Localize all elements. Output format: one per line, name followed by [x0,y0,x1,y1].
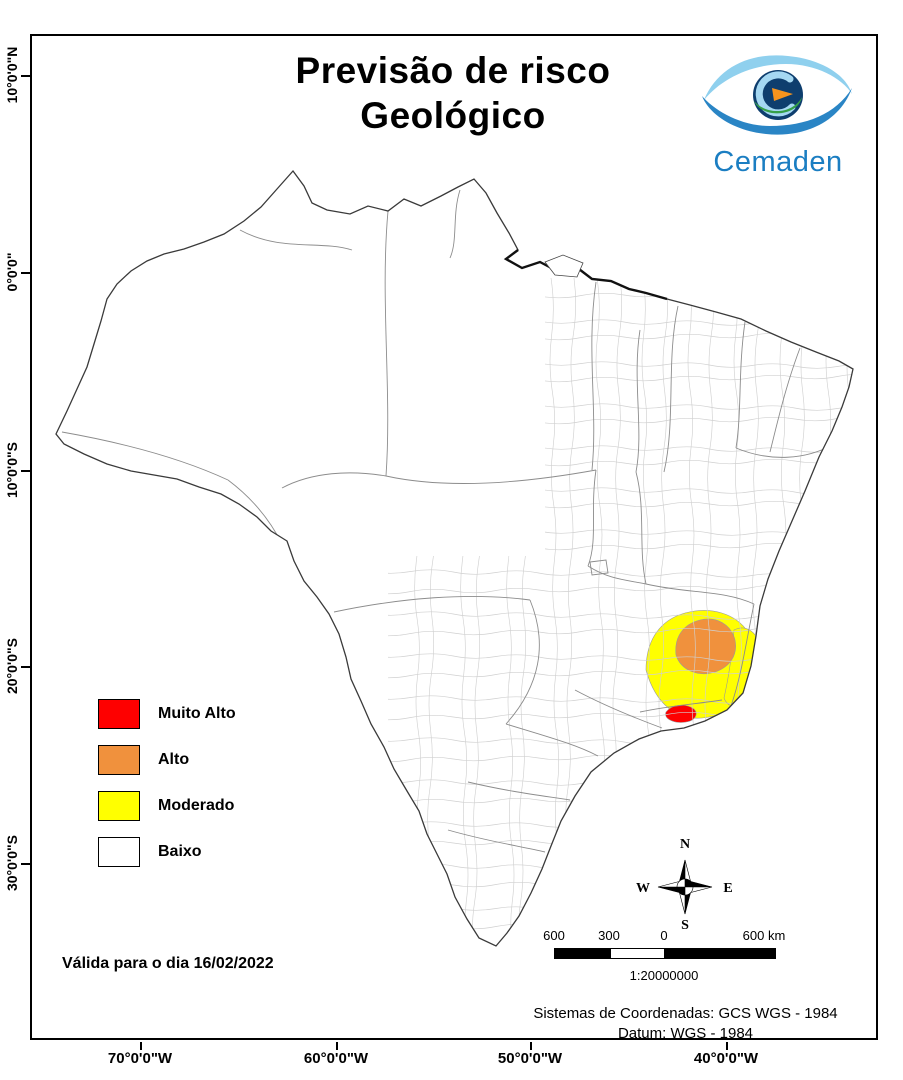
cemaden-eye-icon [702,55,852,135]
compass-s-label: S [681,918,689,930]
coord-system-line: Sistemas de Coordenadas: GCS WGS - 1984 [533,1005,838,1022]
legend-item-baixo: Baixo [98,837,236,867]
lat-tick [21,666,30,668]
lat-tick [21,863,30,865]
compass-e-label: E [723,881,732,896]
legend-item-moderado: Moderado [98,791,236,821]
legend-item-muito-alto: Muito Alto [98,699,236,729]
lon-label-60w: 60°0'0"W [303,1050,369,1067]
scale-bar-graphic [554,948,776,959]
scale-segment [665,949,775,958]
scale-label-300: 300 [598,928,620,943]
cemaden-logo-text: Cemaden [713,146,842,178]
compass-rose-icon: N W E S [636,837,733,930]
scale-label-0: 0 [660,928,668,943]
lat-label-10n: 10°0'0"N [4,46,20,104]
moderado-swatch [98,791,140,821]
legend-label: Muito Alto [158,705,236,722]
lon-tick [336,1042,338,1050]
title-line-1: Previsão de risco [295,50,611,91]
scale-label-600-left: 600 [543,928,565,943]
lon-tick [140,1042,142,1050]
lat-label-20s: 20°0'0"S [4,637,20,695]
lon-label-70w: 70°0'0"W [107,1050,173,1067]
scale-label-600km: 600 km [742,928,786,943]
legend-label: Baixo [158,843,202,860]
compass-star [657,859,713,915]
lat-tick [21,75,30,77]
compass-n-label: N [680,837,690,852]
datum-line: Datum: WGS - 1984 [617,1024,754,1042]
lon-label-40w: 40°0'0"W [693,1050,759,1067]
title-line-2: Geológico [360,95,546,137]
lat-label-30s: 30°0'0"S [4,834,20,892]
risk-legend: Muito Alto Alto Moderado Baixo [98,699,236,883]
scale-ratio-text: 1:20000000 [629,968,699,983]
lat-tick [21,470,30,472]
lat-label-10s: 10°0'0"S [4,441,20,499]
baixo-swatch [98,837,140,867]
map-title: Previsão de risco Geológico [128,48,778,138]
cemaden-wordmark: Cemaden [713,146,842,178]
risk-regions [645,610,761,723]
scale-segment [610,949,665,958]
lat-tick [21,272,30,274]
scale-segment [555,949,610,958]
lon-tick [530,1042,532,1050]
risk-region-alto [675,618,736,675]
legend-label: Moderado [158,797,235,814]
coordinate-system-info: Sistemas de Coordenadas: GCS WGS - 1984 … [498,1004,873,1043]
marajo-island [544,254,584,278]
lon-tick [726,1042,728,1050]
muito-alto-swatch [98,699,140,729]
lat-label-0: 0°0'0" [4,252,20,292]
cemaden-logo: Cemaden [690,50,866,184]
scale-bar: 600 300 0 600 km 1:20000000 [543,928,785,990]
alto-swatch [98,745,140,775]
lon-label-50w: 50°0'0"W [497,1050,563,1067]
compass-w-label: W [636,881,650,896]
legend-item-alto: Alto [98,745,236,775]
legend-label: Alto [158,751,190,768]
validity-date-text: Válida para o dia 16/02/2022 [62,955,274,972]
